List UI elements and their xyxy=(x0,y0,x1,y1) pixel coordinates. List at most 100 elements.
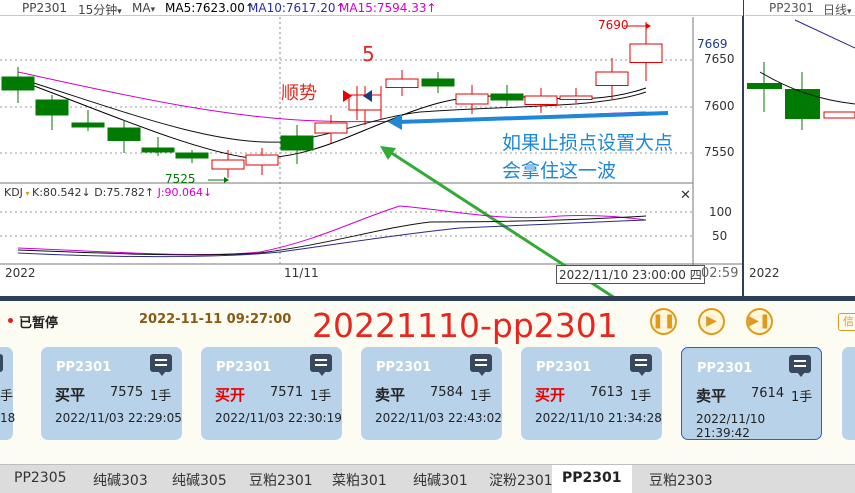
ma5-value: MA5:7623.00↑ xyxy=(165,1,255,15)
header-indicator[interactable]: MA▾ xyxy=(132,1,155,15)
trade-time: 18 xyxy=(0,411,16,425)
tab-pp2305[interactable]: PP2305 xyxy=(14,470,67,486)
status-indicator xyxy=(8,318,13,323)
trade-qty: 1手 xyxy=(150,389,172,404)
message-icon[interactable] xyxy=(150,354,172,376)
tab-纯碱301[interactable]: 纯碱301 xyxy=(413,473,468,489)
period-label: 15分钟 xyxy=(78,3,118,16)
price-tick-7650: 7650 xyxy=(704,52,735,66)
pause-icon: ❚❚ xyxy=(652,313,676,329)
trade-price: 7613 xyxy=(590,385,624,400)
tab-菜粕301[interactable]: 菜粕301 xyxy=(332,473,387,489)
trade-time: 2022/11/10 21:34:28 xyxy=(535,411,662,425)
clock-readout: 02:59 xyxy=(701,266,739,281)
candle-body xyxy=(245,154,279,166)
close-kdj-icon[interactable]: ✕ xyxy=(680,188,691,203)
time-axis-mid: 11/11 xyxy=(284,266,319,280)
trade-action: 卖平 xyxy=(696,387,727,405)
buy-signal-marker xyxy=(343,90,352,102)
daily-chart-header: PP2301 日线▾ xyxy=(745,0,855,16)
kdj-dropdown-icon: ▾ xyxy=(22,189,33,198)
candle-body xyxy=(71,122,105,128)
play-button[interactable]: ▶ xyxy=(698,308,725,335)
info-tag[interactable]: 信 xyxy=(838,313,855,331)
trade-card[interactable]: PP2301 买开 7571 1手 2022/11/03 22:30:19 xyxy=(201,347,342,440)
indicator-label: MA xyxy=(132,1,151,15)
tab-纯碱305[interactable]: 纯碱305 xyxy=(172,473,227,489)
trade-card[interactable]: PP2301 买开 7613 1手 2022/11/10 21:34:28 xyxy=(521,347,662,440)
header-symbol[interactable]: PP2301 xyxy=(22,1,68,15)
candle-body xyxy=(141,147,175,153)
candle-body xyxy=(595,71,629,86)
daily-candle-3 xyxy=(823,111,855,119)
trade-price: 7575 xyxy=(110,385,144,400)
trade-symbol: PP2301 xyxy=(216,360,272,375)
trade-card[interactable]: PP2301 卖平 7584 1手 2022/11/03 22:43:02 xyxy=(361,347,502,440)
period-dropdown-icon: ▾ xyxy=(117,7,122,16)
header-period[interactable]: 15分钟▾ xyxy=(78,1,122,16)
step-forward-button[interactable]: ▶❚ xyxy=(746,308,773,335)
daily-period-dropdown-icon: ▾ xyxy=(847,7,852,16)
daily-candle-1 xyxy=(747,83,782,89)
trade-qty: 1手 xyxy=(630,389,652,404)
daily-ma-line xyxy=(759,71,855,105)
support-arrowhead xyxy=(388,114,402,130)
high-arrowhead xyxy=(646,23,651,29)
trade-action: 买开 xyxy=(535,386,566,404)
candle-body xyxy=(1,76,35,91)
candle-body xyxy=(629,43,663,63)
tab-pp2301[interactable]: PP2301 xyxy=(552,465,632,493)
daily-symbol[interactable]: PP2301 xyxy=(769,1,815,15)
tab-豆粕2301[interactable]: 豆粕2301 xyxy=(249,473,313,489)
step-forward-icon: ▶❚ xyxy=(748,313,771,329)
high-price-label: 7690 xyxy=(598,18,629,32)
daily-time-axis: 2022 xyxy=(749,266,780,280)
indicator-dropdown-icon: ▾ xyxy=(150,5,156,15)
kdj-j-line xyxy=(17,205,647,256)
trade-qty: 1手 xyxy=(470,389,492,404)
play-icon: ▶ xyxy=(706,313,717,329)
tab-纯碱303[interactable]: 纯碱303 xyxy=(93,473,148,489)
trade-price: 7584 xyxy=(430,385,464,400)
kdj-label[interactable]: KDJ xyxy=(4,186,23,199)
trade-card-partial-right[interactable] xyxy=(842,347,855,440)
message-icon[interactable] xyxy=(630,354,652,376)
message-icon[interactable] xyxy=(470,354,492,376)
kdj-k-line xyxy=(17,215,647,256)
tab-淀粉2301[interactable]: 淀粉2301 xyxy=(489,473,553,489)
daily-period-label: 日线 xyxy=(823,3,848,16)
pause-button[interactable]: ❚❚ xyxy=(650,308,677,335)
kdj-tick-50: 50 xyxy=(712,229,728,243)
trade-symbol: PP2301 xyxy=(376,360,432,375)
candle-body xyxy=(455,93,489,105)
trade-card[interactable]: PP2301 卖平 7614 1手 2022/11/10 21:39:42 xyxy=(681,347,822,440)
low-price-label: 7525 xyxy=(165,172,196,186)
kdj-j-value: J:90.064↓ xyxy=(157,186,213,199)
candlestick-chart[interactable] xyxy=(0,0,855,296)
trade-time: 2022/11/03 22:30:19 xyxy=(215,411,342,425)
trend-annotation: 顺势 xyxy=(281,83,317,104)
time-cursor-readout: 2022/11/10 23:00:00 四 xyxy=(556,265,705,284)
sell-signal-marker xyxy=(363,90,372,102)
tab-豆粕2303[interactable]: 豆粕2303 xyxy=(649,473,713,489)
candle-body xyxy=(175,152,209,159)
trade-qty: 手 xyxy=(0,389,14,404)
message-icon[interactable] xyxy=(789,355,811,377)
trade-card[interactable]: PP2301 买平 7575 1手 2022/11/03 22:29:05 xyxy=(41,347,182,440)
candle-body xyxy=(211,159,245,170)
message-icon[interactable] xyxy=(0,354,3,372)
trade-qty: 1手 xyxy=(791,390,813,405)
message-icon[interactable] xyxy=(310,354,332,376)
daily-period[interactable]: 日线▾ xyxy=(823,1,852,16)
trade-symbol: PP2301 xyxy=(56,360,112,375)
candle-body xyxy=(524,95,558,105)
price-readout: 7669 xyxy=(697,37,728,51)
price-tick-7550: 7550 xyxy=(704,145,735,159)
trade-card-partial[interactable]: 手 18 xyxy=(0,347,16,440)
chart-header: PP2301 15分钟▾ MA▾ MA5:7623.00↑ MA10:7617.… xyxy=(0,0,743,16)
candle-body xyxy=(421,78,455,87)
trade-action: 买开 xyxy=(215,386,246,404)
candle-body xyxy=(35,99,69,116)
candle-body xyxy=(314,122,348,134)
candle-body xyxy=(559,95,593,100)
